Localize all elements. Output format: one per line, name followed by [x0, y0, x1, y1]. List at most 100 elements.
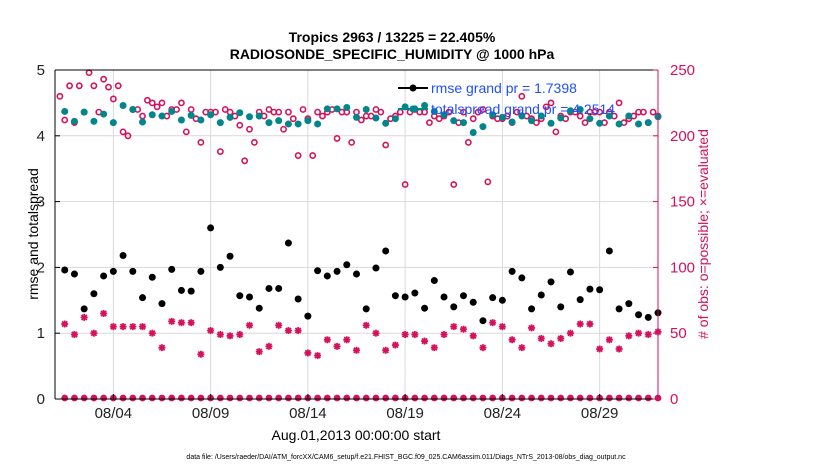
obs-evaluated-point: [246, 321, 254, 329]
obs-evaluated-point: [333, 342, 341, 350]
x-tick-label: 08/04: [95, 405, 133, 422]
rmse-point: [119, 252, 127, 260]
obs-evaluated-zero-point: [557, 395, 564, 401]
spread-point: [557, 114, 565, 122]
spread-point: [90, 117, 98, 125]
obs-evaluated-zero-point: [285, 395, 292, 401]
chart-title-line1: Tropics 2963 / 13225 = 22.405%: [289, 29, 496, 45]
rmse-point: [353, 270, 360, 278]
legend-spread-marker: [409, 105, 417, 113]
obs-evaluated-zero-point: [392, 395, 399, 401]
x-tick-label: 08/24: [484, 405, 522, 422]
obs-evaluated-point: [168, 317, 176, 325]
rmse-point: [139, 294, 147, 302]
obs-possible-point: [469, 115, 477, 123]
obs-evaluated-point: [158, 344, 166, 352]
obs-possible-point: [464, 138, 472, 146]
obs-evaluated-point: [382, 346, 390, 354]
obs-evaluated-zero-point: [382, 395, 389, 401]
y-tick-label-right: 150: [670, 194, 695, 211]
spread-point: [187, 111, 195, 119]
obs-evaluated-point: [265, 342, 273, 350]
obs-evaluated-zero-point: [129, 395, 136, 401]
y-tick-label-right: 100: [670, 259, 695, 276]
spread-point: [119, 102, 127, 110]
spread-point: [61, 107, 69, 115]
rmse-point: [372, 264, 380, 272]
obs-evaluated-point: [459, 325, 467, 333]
obs-evaluated-point: [479, 344, 487, 352]
spread-point: [333, 105, 341, 113]
obs-possible-point: [158, 99, 166, 107]
obs-evaluated-point: [343, 336, 351, 344]
rmse-point: [343, 261, 351, 269]
spread-point: [207, 111, 215, 119]
obs-possible-point: [382, 141, 390, 149]
obs-possible-point: [216, 148, 224, 155]
rmse-point: [61, 266, 69, 274]
obs-evaluated-point: [353, 346, 360, 354]
obs-evaluated-zero-point: [470, 395, 477, 401]
y-tick-label-left: 3: [37, 194, 45, 211]
y-tick-label-left: 1: [37, 325, 45, 342]
spread-point: [353, 113, 360, 121]
spread-point: [635, 120, 643, 128]
rmse-point: [294, 295, 302, 303]
obs-evaluated-zero-point: [567, 395, 574, 401]
spread-point: [129, 105, 137, 113]
obs-possible-point: [333, 135, 341, 142]
rmse-point: [236, 292, 244, 300]
obs-evaluated-zero-point: [256, 395, 263, 401]
obs-possible-point: [197, 138, 205, 146]
obs-evaluated-point: [528, 324, 536, 332]
axis-ticks: 08/04 08/09 08/14 08/19 08/24 08/290123450501…: [37, 62, 695, 422]
obs-evaluated-zero-point: [509, 395, 516, 401]
y-axis-label-right: # of obs: o=possible; ×=evaluated: [695, 129, 711, 339]
obs-evaluated-zero-point: [217, 395, 224, 401]
obs-evaluated-point: [197, 350, 205, 358]
spread-point: [459, 119, 467, 127]
obs-possible-point: [143, 96, 151, 104]
spread-point: [430, 107, 438, 115]
obs-evaluated-zero-point: [275, 395, 282, 401]
obs-evaluated-point: [90, 329, 98, 337]
obs-possible-point: [246, 125, 253, 133]
footer-data-file: data file: /Users/raeder/DAI/ATM_forcXX/…: [186, 454, 626, 461]
obs-possible-point: [148, 99, 156, 107]
obs-evaluated-point: [294, 327, 302, 335]
obs-possible-point: [265, 106, 273, 113]
rmse-point: [644, 313, 652, 321]
obs-possible-point: [484, 178, 492, 186]
obs-evaluated-point: [362, 321, 370, 329]
rmse-point: [284, 239, 292, 247]
obs-evaluated-point: [323, 336, 331, 344]
obs-possible-point: [236, 121, 244, 129]
x-axis-label: Aug.01,2013 00:00:00 start: [272, 427, 441, 443]
rmse-point: [401, 293, 409, 301]
obs-evaluated-point: [469, 332, 477, 340]
obs-evaluated-zero-point: [168, 395, 175, 401]
rmse-point: [255, 304, 263, 312]
chart-title-line2: RADIOSONDE_SPECIFIC_HUMIDITY @ 1000 hPa: [230, 46, 555, 62]
obs-evaluated-point: [148, 329, 156, 337]
rmse-point: [537, 291, 545, 299]
obs-evaluated-point: [109, 323, 117, 331]
x-tick-label: 08/19: [386, 405, 424, 422]
spread-point: [528, 117, 536, 125]
rmse-point: [635, 311, 643, 319]
obs-possible-point: [250, 138, 258, 146]
rmse-point: [109, 267, 117, 275]
rmse-point: [391, 292, 399, 300]
y-tick-label-right: 0: [670, 391, 678, 408]
rmse-point: [421, 304, 429, 312]
obs-evaluated-point: [129, 323, 137, 331]
obs-possible-point: [450, 181, 458, 188]
obs-possible-point: [294, 152, 302, 159]
spread-point: [197, 116, 205, 124]
obs-possible-point: [178, 99, 185, 107]
spread-point: [294, 120, 302, 128]
obs-evaluated-point: [216, 331, 224, 339]
obs-possible-point: [435, 115, 443, 123]
obs-evaluated-zero-point: [616, 395, 623, 401]
